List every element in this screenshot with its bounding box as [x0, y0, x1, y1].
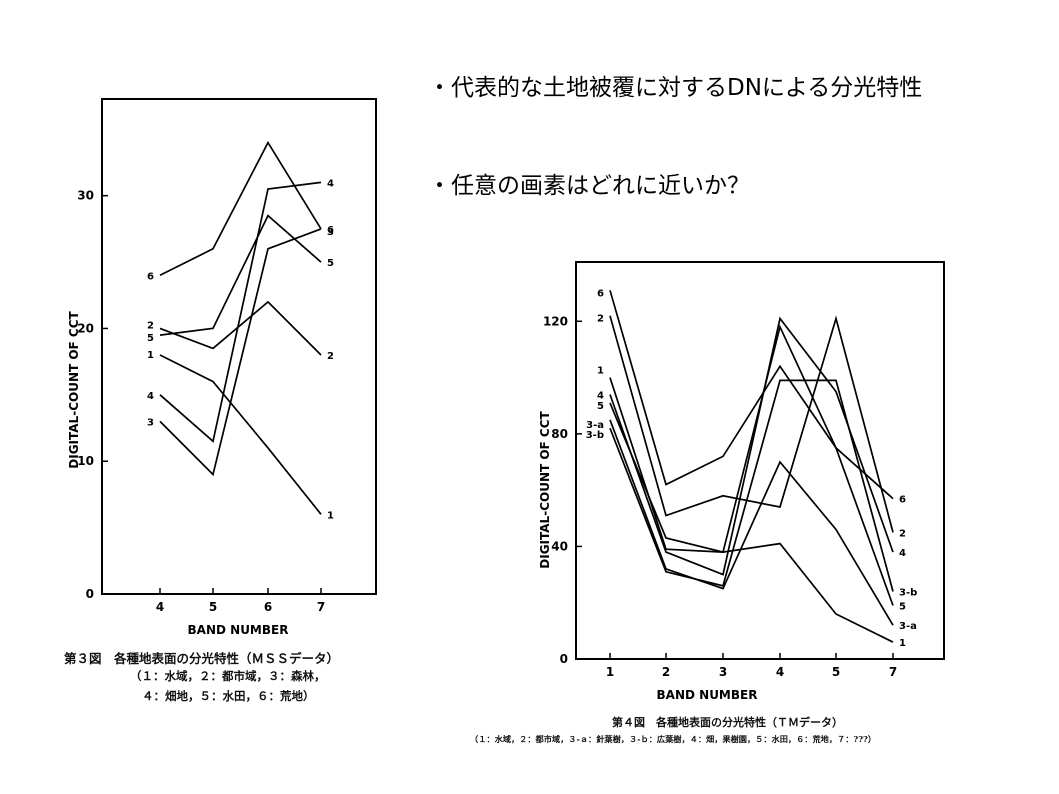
tm-series-6-label-end: 6: [899, 495, 906, 506]
mss-series-1-line: [159, 354, 322, 515]
tm-series-5-label-end: 5: [899, 602, 906, 613]
mss-plot-frame: [101, 98, 377, 595]
mss-series-6-label-end: 6: [327, 225, 334, 236]
tm-series-5-label-start: 5: [597, 401, 604, 412]
mss-series-6-label-start: 6: [147, 271, 154, 282]
tm-series-3-a-label-start: 3-a: [586, 420, 604, 431]
mss-series-4-line: [159, 181, 322, 443]
tm-y-tick-label: 40: [551, 539, 568, 553]
tm-x-tick-label: 4: [776, 665, 784, 679]
tm-series-2-label-end: 2: [899, 528, 906, 539]
tm-series-1-line: [609, 377, 894, 643]
tm-y-tick-label: 80: [551, 427, 568, 441]
mss-caption-line-2: （１：水域，２：都市域，３：森林，: [130, 669, 326, 683]
mss-series-5-label-start: 5: [147, 333, 154, 344]
tm-caption-line-2: （１：水域，２：都市域，３-ａ：針葉樹，３-ｂ：広葉樹，４：畑，果樹園，５：水田…: [470, 734, 877, 744]
tm-series-3-a-label-end: 3-a: [899, 621, 917, 632]
tm-series-3-b-label-start: 3-b: [586, 430, 604, 441]
tm-y-tick-label: 120: [543, 314, 568, 328]
mss-y-tick-label: 10: [77, 454, 94, 468]
tm-series-5-line: [609, 324, 894, 606]
mss-series-6-line: [159, 140, 322, 277]
mss-y-tick-label: 30: [77, 189, 94, 203]
mss-y-axis-label: DIGITAL-COUNT OF CCT: [67, 310, 81, 468]
mss-series-2-label-end: 2: [327, 351, 334, 362]
tm-series-4-line: [609, 316, 894, 576]
mss-series-1-label-end: 1: [327, 510, 334, 521]
mss-x-axis-label: BAND NUMBER: [188, 623, 289, 637]
mss-y-tick-label: 0: [86, 587, 94, 601]
tm-y-axis-label: DIGITAL-COUNT OF CCT: [538, 410, 552, 568]
mss-series-2-label-start: 2: [147, 320, 154, 331]
mss-y-tick-label: 20: [77, 321, 94, 335]
tm-y-tick-label: 0: [560, 652, 568, 666]
tm-series-3-b-line: [609, 379, 894, 592]
mss-x-tick-label: 4: [156, 600, 164, 614]
mss-series-3-label-end: 3: [327, 227, 334, 238]
tm-caption-line-1: 第４図 各種地表面の分光特性（ＴＭデータ）: [612, 716, 843, 729]
tm-series-4-label-start: 4: [597, 390, 604, 401]
tm-x-axis-label: BAND NUMBER: [657, 688, 758, 702]
tm-series-6-label-start: 6: [597, 288, 604, 299]
mss-x-tick-label: 6: [264, 600, 272, 614]
tm-series-6-line: [609, 290, 894, 500]
tm-series-2-label-start: 2: [597, 314, 604, 325]
mss-series-3-line: [159, 228, 322, 477]
tm-series-3-a-line: [609, 419, 894, 626]
tm-x-tick-label: 3: [719, 665, 727, 679]
tm-series-4-label-end: 4: [899, 548, 906, 559]
tm-series-2-line: [609, 315, 894, 533]
mss-series-1-label-start: 1: [147, 350, 154, 361]
tm-series-1-label-end: 1: [899, 638, 906, 649]
mss-series-4-label-start: 4: [147, 391, 154, 402]
tm-x-tick-label: 5: [832, 665, 840, 679]
mss-series-4-label-end: 4: [327, 178, 334, 189]
tm-x-tick-label: 1: [606, 665, 614, 679]
mss-caption-line-3: ４：畑地，５：水田，６：荒地）: [142, 689, 315, 703]
mss-series-2-line: [159, 300, 322, 356]
tm-series-1-label-start: 1: [597, 366, 604, 377]
mss-x-tick-label: 7: [317, 600, 325, 614]
mss-x-tick-label: 5: [209, 600, 217, 614]
mss-series-5-label-end: 5: [327, 258, 334, 269]
tm-plot-frame: [575, 261, 945, 660]
mss-caption-line-1: 第３図 各種地表面の分光特性（ＭＳＳデータ）: [64, 651, 340, 666]
tm-x-tick-label: 2: [662, 665, 670, 679]
mss-series-5-line: [159, 214, 322, 336]
tm-series-3-b-label-end: 3-b: [899, 587, 917, 598]
tm-x-tick-label: 7: [889, 665, 897, 679]
mss-series-3-label-start: 3: [147, 417, 154, 428]
bullet-pixel-question: ・任意の画素はどれに近いか？: [428, 173, 750, 199]
bullet-spectral-characteristics: ・代表的な土地被覆に対するDNによる分光特性: [428, 75, 923, 101]
